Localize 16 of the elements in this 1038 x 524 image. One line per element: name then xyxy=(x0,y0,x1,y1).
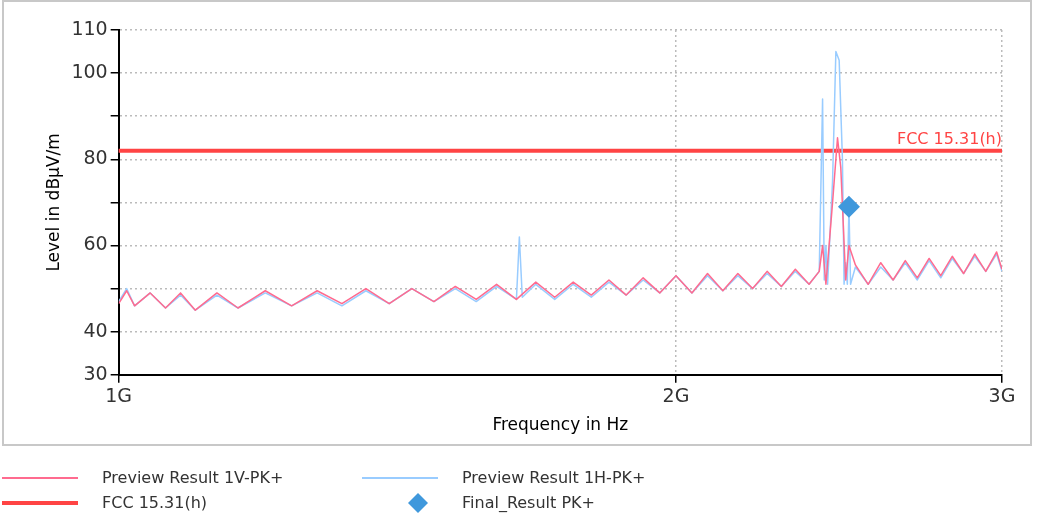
text: FCC 15.31(h) xyxy=(102,493,208,512)
x-tick-label: 3G xyxy=(988,384,1016,407)
y-tick-label: 100 xyxy=(71,60,108,83)
y-tick-label: 30 xyxy=(83,361,108,384)
legend-label: Preview Result 1H-PK+ xyxy=(462,468,646,487)
x-axis-title: Frequency in Hz xyxy=(492,414,629,435)
x-tick-label: 2G xyxy=(662,384,690,407)
y-axis-title: Level in dBµV/m xyxy=(42,133,63,272)
y-tick-label: 80 xyxy=(83,146,108,169)
legend-label: Preview Result 1V-PK+ xyxy=(102,468,284,487)
y-tick-label: 110 xyxy=(71,16,108,39)
y-tick-label: 40 xyxy=(83,318,108,341)
x-tick-label: 1G xyxy=(105,384,133,407)
y-tick-label: 60 xyxy=(83,232,108,255)
ref-line-label: FCC 15.31(h) xyxy=(896,128,1002,148)
legend-label: Final_Result PK+ xyxy=(462,493,595,512)
